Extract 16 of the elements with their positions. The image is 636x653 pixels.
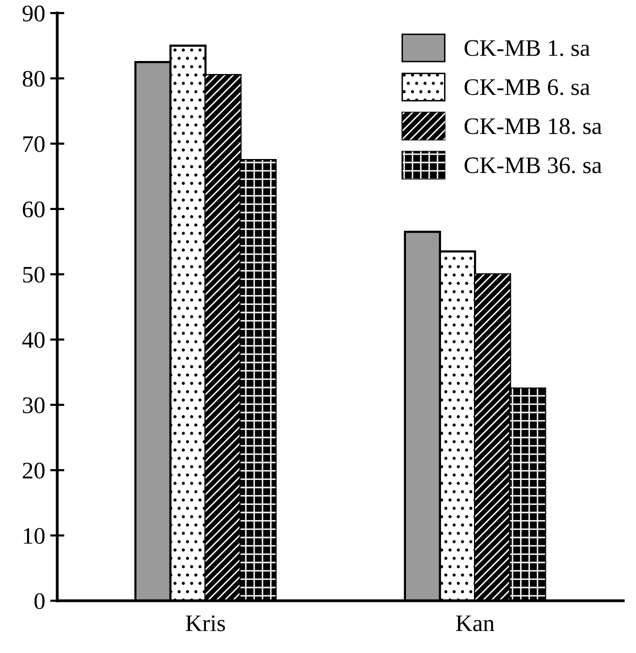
- legend-label: CK-MB 36. sa: [464, 157, 602, 174]
- y-tick-label: 90: [22, 6, 45, 22]
- y-tick-label: 10: [24, 528, 45, 544]
- y-tick-label: 0: [34, 593, 45, 610]
- y-tick-label: 30: [22, 397, 45, 414]
- y-tick-label: 40: [22, 332, 45, 348]
- legend-label: CK-MB 18. sa: [464, 118, 602, 134]
- x-tick-label: Kris: [186, 615, 225, 632]
- y-tick-label: 20: [22, 462, 45, 479]
- legend-label: CK-MB 1. sa: [464, 40, 590, 56]
- y-tick-label: 60: [22, 201, 45, 218]
- y-tick-label: 80: [22, 70, 45, 87]
- y-tick-label: 70: [23, 136, 45, 152]
- y-tick-label: 50: [23, 266, 45, 283]
- legend-label: CK-MB 6. sa: [464, 79, 590, 96]
- x-tick-label: Kan: [456, 616, 494, 632]
